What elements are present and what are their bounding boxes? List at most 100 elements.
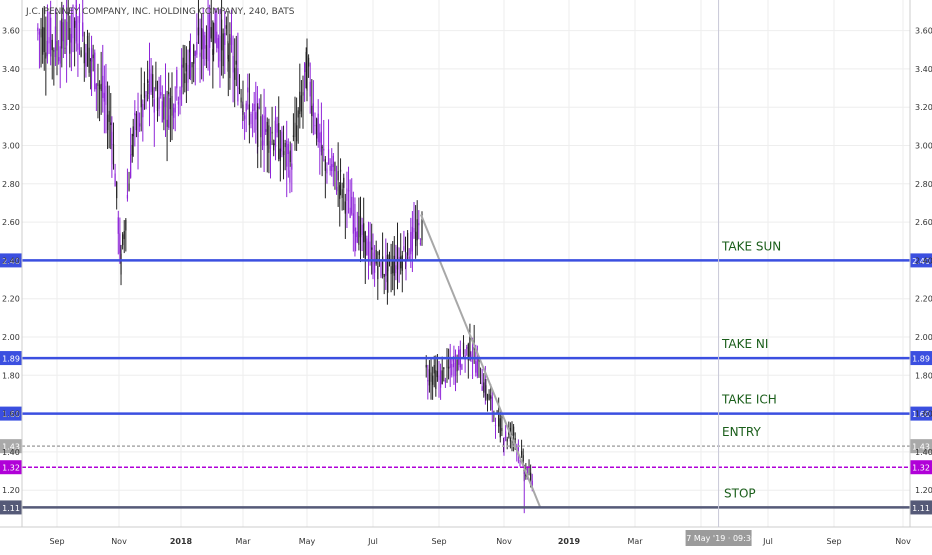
candle-body [168,115,170,128]
candle-body [452,358,454,362]
candle-body [415,231,417,247]
candle-body [77,43,79,50]
y-tick-label-left: 2.60 [2,218,20,227]
x-tick-label: Jul [367,537,378,546]
y-tick-label-right: 3.60 [915,27,932,36]
candle-body [508,431,510,435]
candle-body [403,246,405,250]
candle-body [268,125,270,153]
candle-body [416,219,418,241]
price-badge-left [0,460,22,475]
candle-body [158,96,160,109]
candle-body [240,97,242,103]
price-badge-left [0,500,22,515]
candle-body [470,354,472,359]
candle-body [486,394,489,400]
candle-body [120,253,122,275]
y-tick-label-left: 1.80 [2,371,20,380]
candle-body [67,12,69,16]
candle-body [137,112,139,138]
candle-body [520,451,523,455]
candle-body [143,83,146,99]
level-annotation: TAKE NI [721,337,768,351]
candle-body [255,112,257,120]
candle-body [184,73,186,84]
y-tick-label-right: 2.40 [915,256,932,265]
candle-body [152,74,154,99]
x-tick-label: May [299,537,316,546]
candle-body [112,144,115,165]
candle-body [274,117,277,148]
candle-body [164,96,167,107]
candle-body [456,359,458,372]
candle-body [232,56,234,73]
candle-body [502,443,505,445]
candle-body [498,413,500,427]
x-tick-label: 2019 [558,537,581,546]
candle-body [378,251,380,255]
trendline[interactable] [419,214,542,508]
candle-body [392,260,394,274]
candle-body [334,162,336,172]
candle-body [134,112,136,116]
candle-body [490,395,492,399]
candle-body [72,4,74,39]
candle-body [501,428,503,432]
candle-body [269,140,272,149]
candle-body [66,21,68,46]
candle-body [156,97,159,111]
candle-body [380,262,382,277]
price-badge-label: 2.40 [2,257,20,266]
candles [37,0,533,514]
candle-body [413,228,415,233]
candle-body [114,173,116,187]
candle-body [317,113,319,142]
candle-body [140,94,142,108]
candle-body [235,60,237,65]
trendline-layer[interactable] [419,214,542,508]
candle-body [40,28,42,38]
candle-body [292,135,295,137]
x-tick-label: Nov [111,537,127,546]
candle-body [45,52,47,59]
candle-body [252,109,254,111]
price-badge-label: 1.32 [2,464,20,473]
candle-body [475,361,477,373]
candle-body [278,123,280,160]
candle-body [395,265,397,274]
candle-body [337,171,339,181]
candle-body [512,426,515,436]
candle-body [319,132,321,143]
candle-body [485,385,487,396]
level-lines[interactable]: 2.40 2.40 TAKE SUN 1.89 1.89 TAKE NI 1.60 1.60 T… [0,239,932,515]
candle-body [95,83,97,90]
candle-body [312,103,314,117]
candle-body [153,99,155,113]
candle-body [145,95,147,97]
candle-body [117,217,119,234]
y-tick-label-right: 2.00 [915,333,932,342]
candle-body [88,47,90,73]
candle-body [166,119,168,127]
candle-body [320,131,322,152]
x-tick-label: Nov [895,537,911,546]
candle-body [83,42,85,64]
candle-body [289,170,291,183]
candle-body [229,34,231,79]
price-badge-label: 1.89 [2,355,20,364]
candle-body [433,365,435,374]
y-tick-label-left: 2.00 [2,333,20,342]
x-tick-label: Mar [235,537,251,546]
candle-body [427,380,429,382]
candle-body [297,110,299,118]
candle-body [42,26,44,55]
candle-body [476,358,478,377]
candle-body [494,425,497,427]
crosshair-time-badge [685,530,752,546]
candle-body [86,36,89,67]
candle-body [194,51,196,57]
candle-body [265,129,267,132]
candle-body [37,27,39,32]
candle-body [238,87,241,89]
